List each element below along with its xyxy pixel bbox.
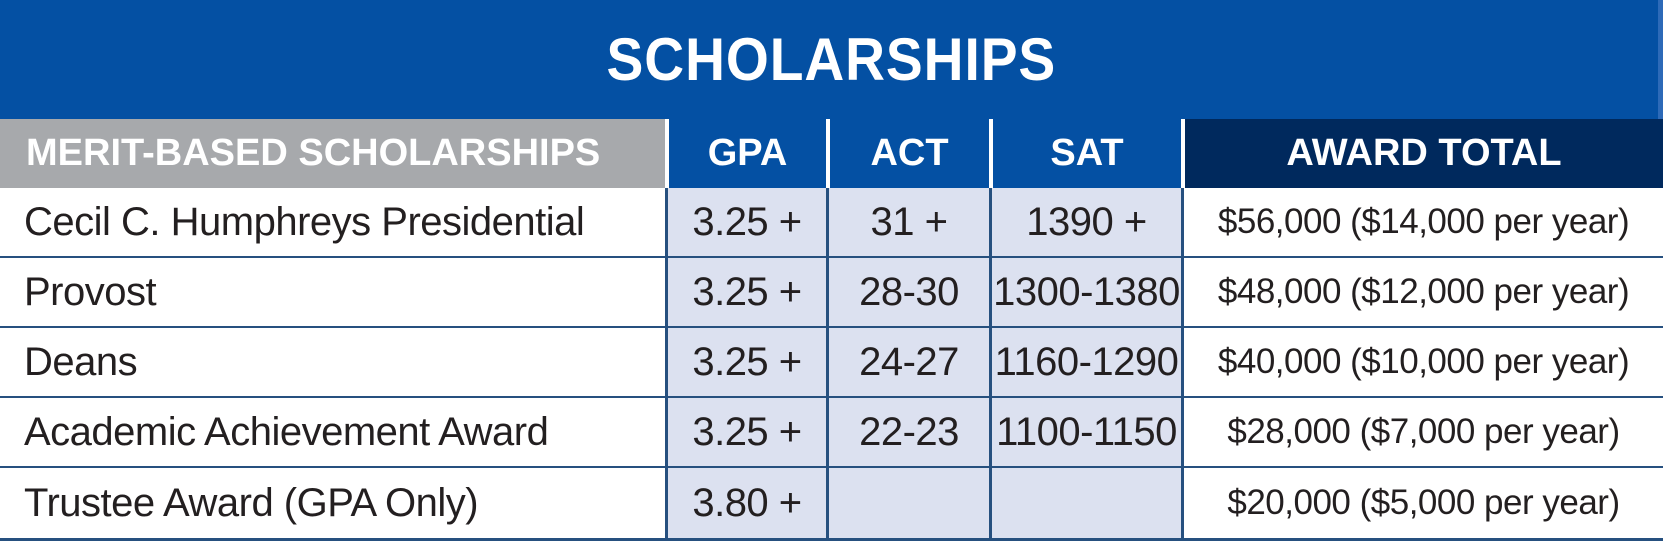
- cell-scholarship-name: Academic Achievement Award: [0, 398, 665, 466]
- cell-gpa: 3.25 +: [665, 188, 826, 256]
- table-body: Cecil C. Humphreys Presidential 3.25 + 3…: [0, 188, 1663, 541]
- cell-sat: 1390 +: [989, 188, 1181, 256]
- column-header-gpa: GPA: [665, 119, 826, 188]
- table-row-provost: Provost 3.25 + 28-30 1300-1380 $48,000 (…: [0, 258, 1663, 328]
- cell-gpa: 3.25 +: [665, 258, 826, 326]
- cell-award-total: $40,000 ($10,000 per year): [1181, 328, 1663, 396]
- cell-gpa: 3.25 +: [665, 328, 826, 396]
- table-row-academic-achievement: Academic Achievement Award 3.25 + 22-23 …: [0, 398, 1663, 468]
- column-header-award-total: AWARD TOTAL: [1181, 119, 1663, 188]
- table-header-row: MERIT-BASED SCHOLARSHIPS GPA ACT SAT AWA…: [0, 119, 1663, 188]
- table-row-presidential: Cecil C. Humphreys Presidential 3.25 + 3…: [0, 188, 1663, 258]
- table-row-trustee: Trustee Award (GPA Only) 3.80 + $20,000 …: [0, 468, 1663, 538]
- page-title: SCHOLARSHIPS: [606, 26, 1057, 93]
- title-band: SCHOLARSHIPS: [0, 0, 1663, 119]
- cell-sat-empty: [989, 468, 1181, 538]
- cell-act: 31 +: [826, 188, 989, 256]
- cell-act: 28-30: [826, 258, 989, 326]
- cell-scholarship-name: Cecil C. Humphreys Presidential: [0, 188, 665, 256]
- cell-scholarship-name: Trustee Award (GPA Only): [0, 468, 665, 538]
- cell-scholarship-name: Provost: [0, 258, 665, 326]
- band-right-edge-stripe: [1658, 0, 1663, 119]
- cell-gpa: 3.25 +: [665, 398, 826, 466]
- cell-award-total: $48,000 ($12,000 per year): [1181, 258, 1663, 326]
- cell-award-total: $56,000 ($14,000 per year): [1181, 188, 1663, 256]
- cell-award-total: $28,000 ($7,000 per year): [1181, 398, 1663, 466]
- cell-sat: 1100-1150: [989, 398, 1181, 466]
- cell-act-empty: [826, 468, 989, 538]
- column-header-merit-scholarships: MERIT-BASED SCHOLARSHIPS: [0, 119, 665, 188]
- table-row-deans: Deans 3.25 + 24-27 1160-1290 $40,000 ($1…: [0, 328, 1663, 398]
- cell-act: 22-23: [826, 398, 989, 466]
- column-header-sat: SAT: [989, 119, 1181, 188]
- cell-gpa: 3.80 +: [665, 468, 826, 538]
- cell-sat: 1160-1290: [989, 328, 1181, 396]
- column-header-act: ACT: [826, 119, 989, 188]
- cell-award-total: $20,000 ($5,000 per year): [1181, 468, 1663, 538]
- cell-scholarship-name: Deans: [0, 328, 665, 396]
- cell-act: 24-27: [826, 328, 989, 396]
- cell-sat: 1300-1380: [989, 258, 1181, 326]
